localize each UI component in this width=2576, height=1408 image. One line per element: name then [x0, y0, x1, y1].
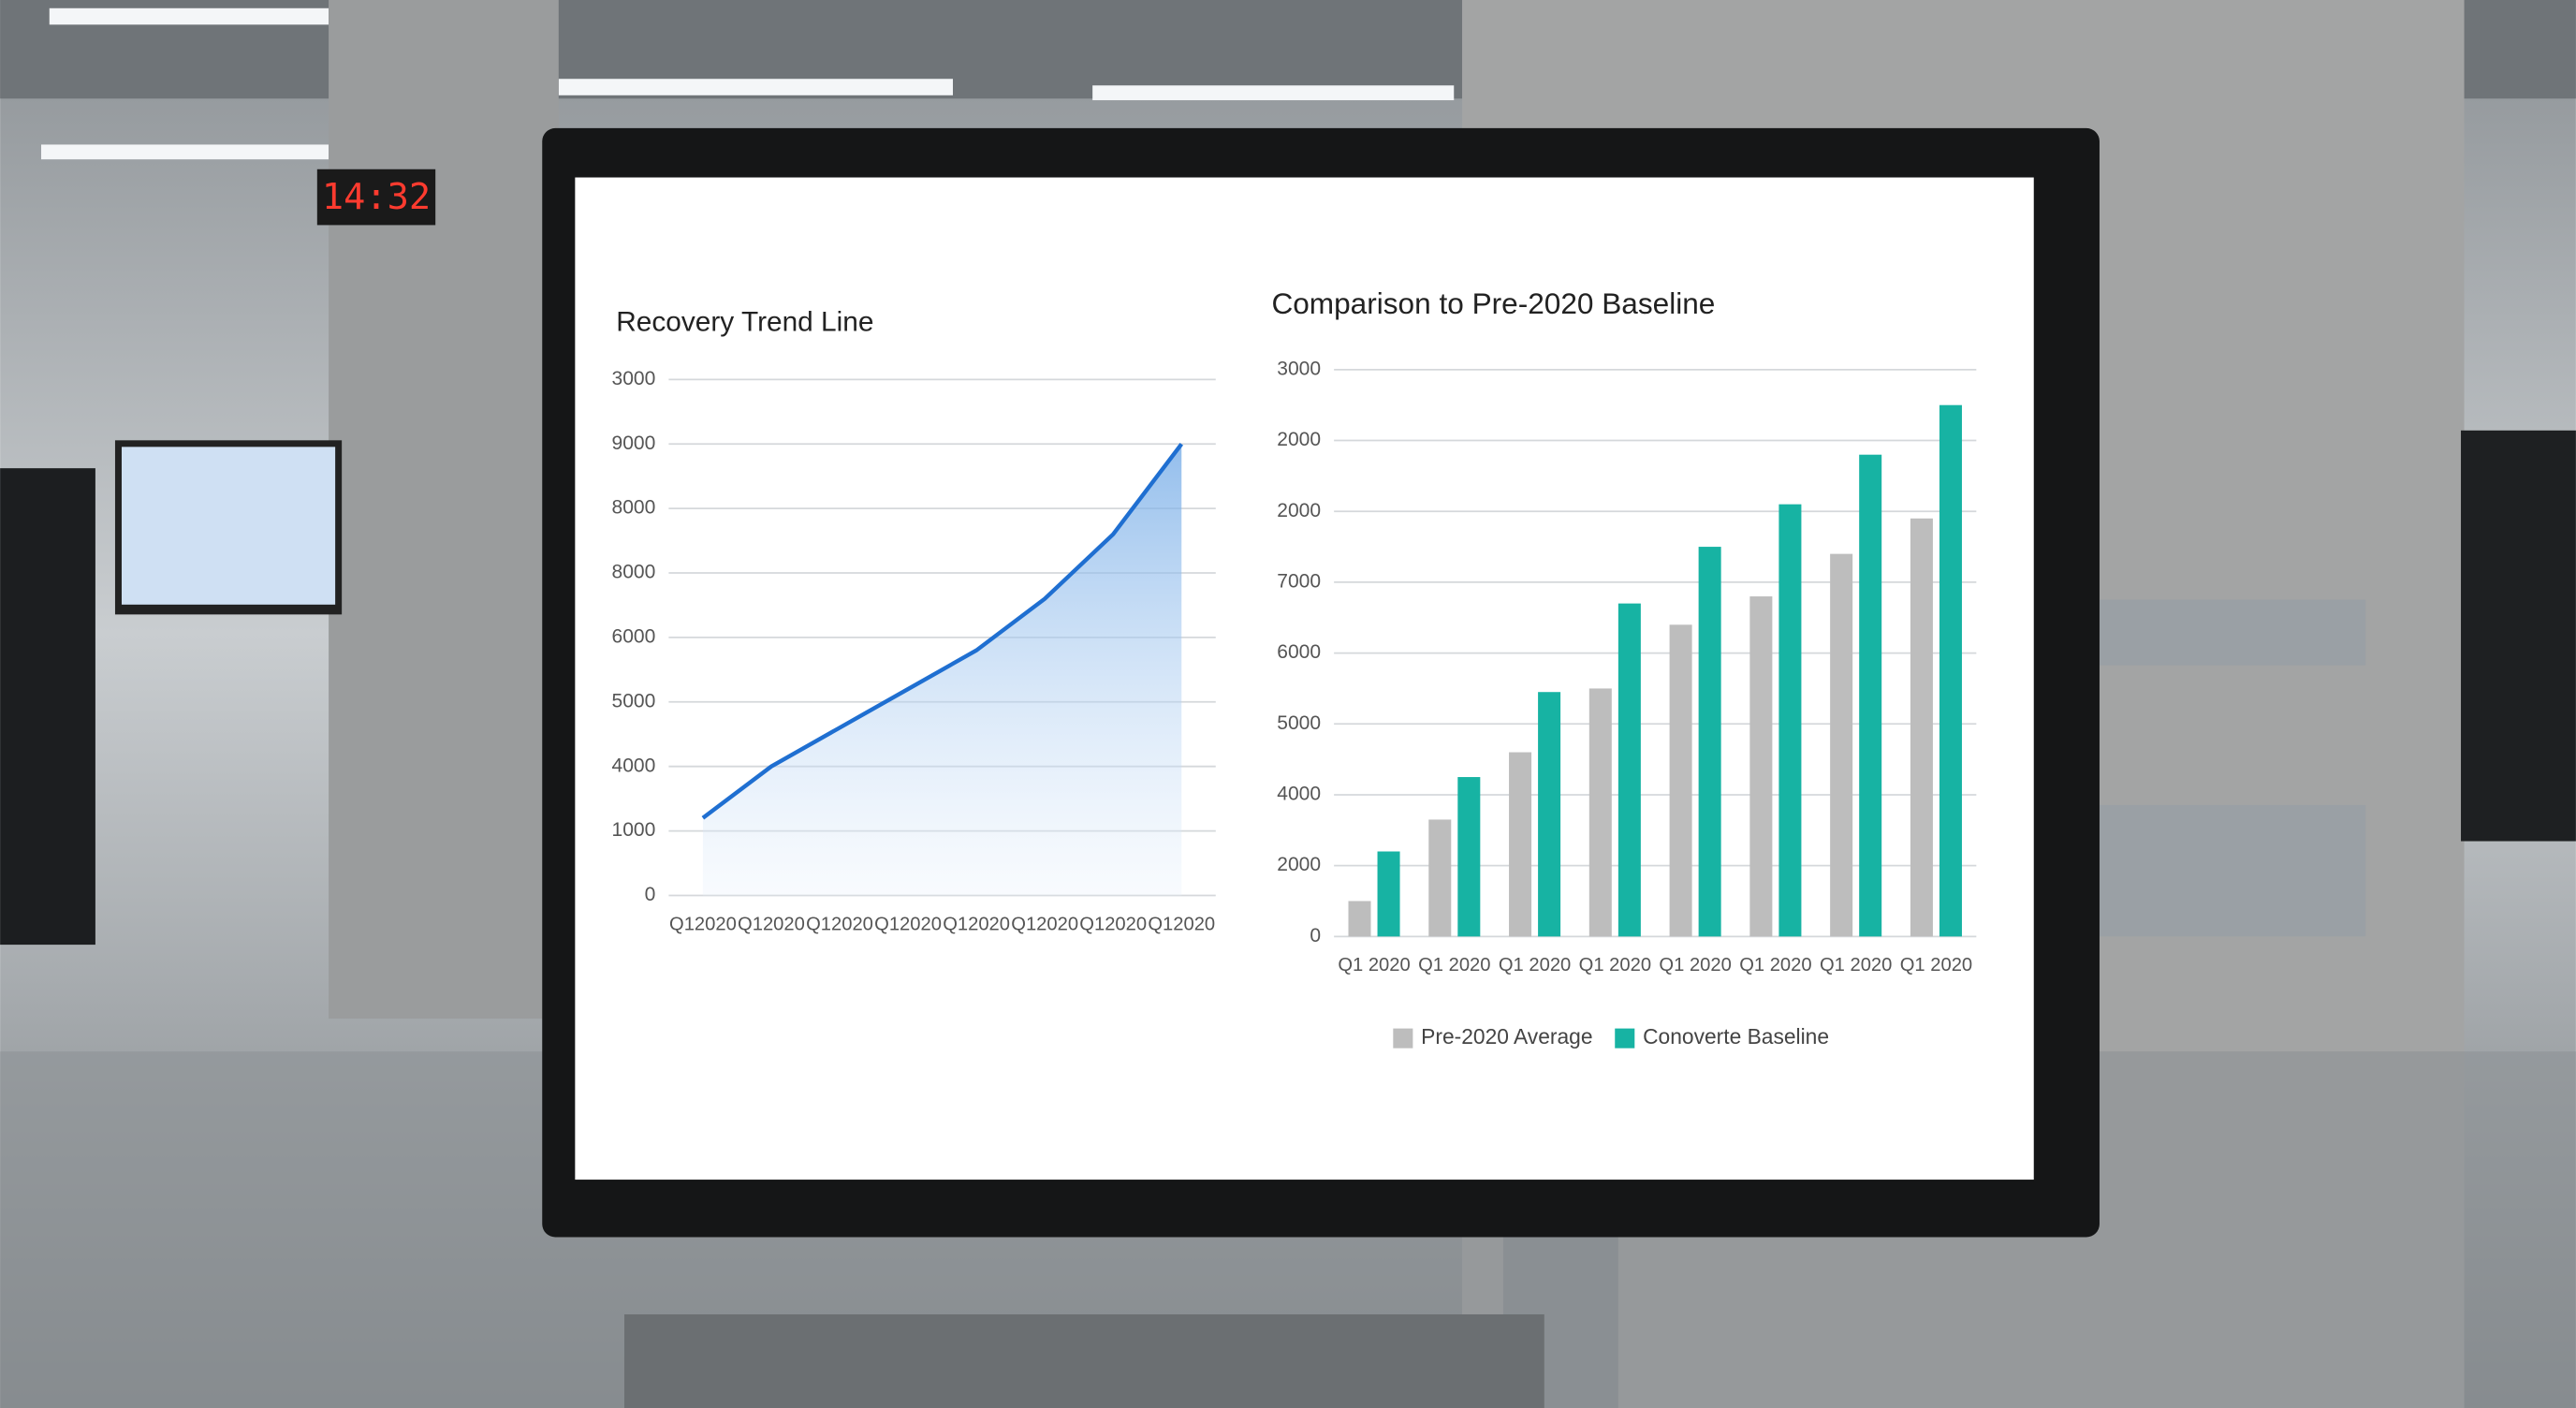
y-tick-label: 5000 — [1277, 712, 1321, 734]
bar — [1538, 692, 1561, 937]
bar — [1830, 553, 1853, 937]
x-tick-label: Q1 2020 — [1900, 955, 1972, 975]
bar — [1669, 624, 1692, 937]
x-tick-label: Q12020 — [1079, 914, 1147, 934]
y-tick-label: 3000 — [1277, 358, 1321, 379]
y-tick-label: 8000 — [612, 562, 656, 583]
legend-label: Conoverte Baseline — [1643, 1024, 1829, 1049]
bar — [1859, 454, 1882, 937]
x-tick-label: Q12020 — [943, 914, 1010, 934]
y-tick-label: 0 — [645, 884, 656, 905]
bar — [1428, 819, 1452, 937]
x-tick-label: Q1 2020 — [1499, 955, 1571, 975]
background-screen — [121, 447, 336, 605]
y-tick-label: 4000 — [1277, 784, 1321, 805]
monitor-arm — [2094, 804, 2366, 937]
bar — [1377, 851, 1400, 937]
ceiling-light — [49, 7, 329, 25]
chart-title: Comparison to Pre-2020 Baseline — [1271, 286, 1715, 320]
bar — [1617, 603, 1641, 937]
ceiling-light — [1092, 85, 1455, 101]
y-tick-label: 2000 — [1277, 500, 1321, 521]
x-tick-label: Q1 2020 — [1418, 955, 1490, 975]
y-tick-label: 7000 — [1277, 570, 1321, 592]
x-tick-label: Q12020 — [1011, 914, 1078, 934]
clock-panel — [316, 169, 436, 226]
y-tick-label: 1000 — [612, 819, 656, 841]
bar — [1778, 504, 1802, 937]
bar — [1588, 688, 1612, 937]
charts: Recovery Trend Line 0 1000 4000 5000 6000 8000… — [612, 286, 1977, 1049]
x-tick-label: Q12020 — [669, 914, 737, 934]
y-tick-label: 2000 — [1277, 429, 1321, 450]
y-tick-label: 2000 — [1277, 854, 1321, 875]
ceiling-light — [40, 144, 329, 160]
line — [701, 442, 1184, 820]
bar — [1457, 777, 1481, 937]
y-tick-label: 6000 — [1277, 641, 1321, 663]
clock: 14:32 — [322, 176, 431, 218]
ceiling-light — [558, 79, 953, 95]
y-tick-label: 9000 — [612, 433, 656, 454]
bar — [1348, 901, 1371, 937]
x-tick-label: Q1 2020 — [1659, 955, 1731, 975]
y-tick-label: 4000 — [612, 755, 656, 776]
pillar — [329, 0, 559, 1019]
x-tick-label: Q12020 — [874, 914, 942, 934]
y-tick-label: 0 — [1310, 925, 1321, 946]
chart-title: Recovery Trend Line — [616, 307, 873, 338]
bar — [1509, 752, 1532, 937]
y-tick-label: 6000 — [612, 625, 656, 647]
x-tick-label: Q1 2020 — [1579, 955, 1651, 975]
side-monitor — [2461, 430, 2576, 842]
x-tick-label: Q1 2020 — [1820, 955, 1892, 975]
legend-label: Pre-2020 Average — [1421, 1024, 1592, 1049]
x-tick-label: Q1 2020 — [1739, 955, 1811, 975]
x-tick-label: Q12020 — [806, 914, 873, 934]
y-tick-label: 3000 — [612, 368, 656, 389]
bar — [1749, 596, 1773, 937]
bar — [1910, 518, 1933, 937]
y-tick-label: 8000 — [612, 497, 656, 519]
y-tick-label: 5000 — [612, 690, 656, 711]
x-tick-label: Q12020 — [738, 914, 805, 934]
x-tick-label: Q12020 — [1148, 914, 1215, 934]
bar — [1698, 547, 1721, 937]
desk — [623, 1313, 1544, 1408]
legend-swatch — [1393, 1028, 1413, 1049]
legend-swatch — [1615, 1028, 1635, 1049]
side-monitor — [0, 468, 95, 946]
bar — [1939, 404, 1962, 937]
x-tick-label: Q1 2020 — [1338, 955, 1410, 975]
monitor-arm — [2094, 599, 2366, 666]
